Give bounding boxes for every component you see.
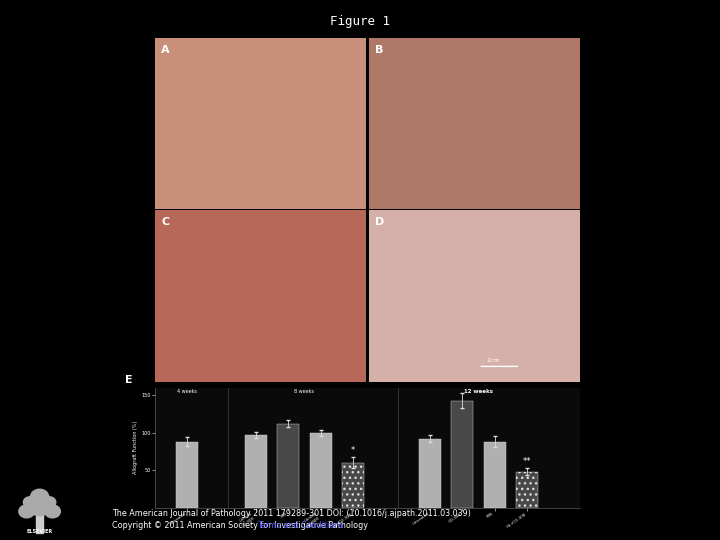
Text: E: E bbox=[125, 375, 132, 386]
Circle shape bbox=[43, 497, 56, 508]
Bar bbox=[516, 471, 538, 508]
Bar bbox=[176, 442, 198, 508]
Text: Figure 1: Figure 1 bbox=[330, 15, 390, 28]
Bar bbox=[277, 424, 300, 508]
Text: D: D bbox=[375, 217, 384, 227]
Bar bbox=[245, 435, 267, 508]
Bar bbox=[451, 401, 474, 508]
Bar bbox=[419, 438, 441, 508]
Bar bbox=[484, 442, 505, 508]
Text: **: ** bbox=[523, 457, 531, 465]
Text: A: A bbox=[161, 45, 170, 55]
Text: The American Journal of Pathology 2011 179289-301 DOI: (10.1016/j.ajpath.2011.03: The American Journal of Pathology 2011 1… bbox=[112, 509, 470, 518]
Circle shape bbox=[30, 489, 49, 504]
Text: 8 weeks: 8 weeks bbox=[294, 389, 315, 394]
Text: C: C bbox=[161, 217, 169, 227]
Circle shape bbox=[28, 496, 51, 516]
Text: *: * bbox=[351, 446, 355, 455]
Text: Terms and Conditions: Terms and Conditions bbox=[257, 521, 343, 530]
Y-axis label: Allograft Function (%): Allograft Function (%) bbox=[133, 421, 138, 474]
Text: Copyright © 2011 American Society for Investigative Pathology: Copyright © 2011 American Society for In… bbox=[112, 521, 370, 530]
Circle shape bbox=[45, 505, 60, 518]
Circle shape bbox=[19, 505, 35, 518]
Text: 12 weeks: 12 weeks bbox=[464, 389, 493, 394]
Text: ELSEVIER: ELSEVIER bbox=[27, 529, 53, 534]
Text: B: B bbox=[375, 45, 383, 55]
Bar bbox=[342, 463, 364, 508]
Bar bbox=[310, 434, 332, 508]
Bar bbox=[36, 514, 43, 533]
Text: 4 weeks: 4 weeks bbox=[177, 389, 197, 394]
Circle shape bbox=[23, 497, 36, 508]
Text: 2cm: 2cm bbox=[486, 358, 500, 363]
